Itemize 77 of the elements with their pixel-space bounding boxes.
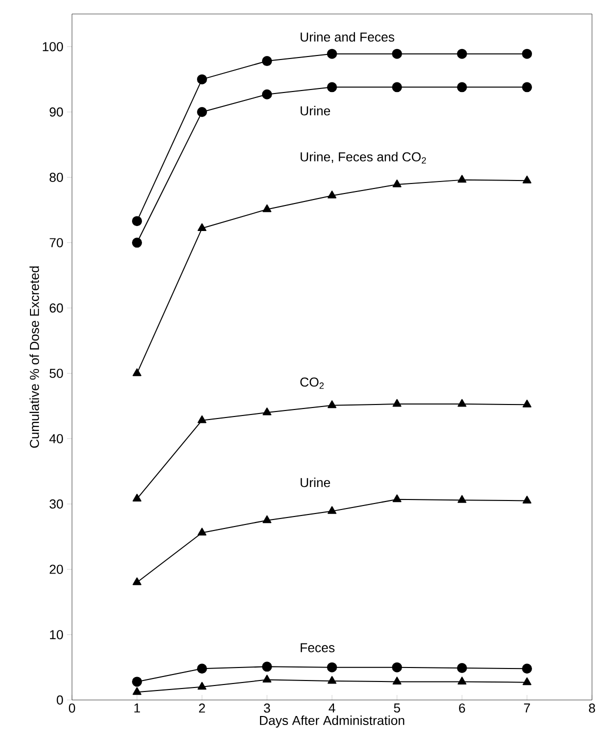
point	[457, 48, 467, 59]
point	[132, 494, 142, 502]
y-tick-label: 90	[50, 107, 63, 117]
point	[392, 180, 402, 188]
series-label: Feces	[300, 643, 335, 652]
series-label: Urine	[300, 106, 330, 116]
point	[198, 682, 206, 690]
x-tick-label: 3	[264, 704, 270, 713]
x-tick-label: 2	[199, 704, 205, 713]
x-tick-label: 6	[459, 704, 466, 713]
y-tick-label: 20	[50, 564, 63, 574]
point	[132, 687, 142, 695]
point	[522, 176, 532, 184]
point	[522, 82, 532, 92]
point	[198, 528, 206, 536]
point	[132, 676, 142, 687]
series-label: Urine, Feces and CO$_{2}$	[300, 152, 426, 164]
point	[458, 495, 466, 503]
point	[198, 415, 206, 424]
point	[392, 399, 402, 407]
point	[522, 677, 532, 686]
point	[132, 216, 142, 226]
point	[392, 82, 402, 92]
point	[457, 82, 467, 92]
y-tick-label: 50	[50, 368, 63, 378]
point	[328, 506, 336, 514]
point	[327, 48, 337, 59]
point	[197, 664, 207, 674]
point	[262, 515, 272, 524]
y-tick-label: 80	[50, 172, 63, 182]
point	[328, 400, 336, 408]
point	[392, 662, 402, 672]
point	[392, 676, 402, 684]
point	[327, 82, 337, 92]
point	[328, 676, 336, 684]
point	[522, 496, 532, 504]
series-label: Urine and Feces	[300, 32, 394, 42]
point	[262, 56, 272, 66]
x-tick-label: 7	[524, 704, 530, 712]
point	[262, 204, 272, 212]
point	[458, 174, 466, 183]
x-tick-label: 8	[588, 704, 596, 713]
y-tick-label: 0	[56, 695, 63, 705]
y-tick-label: 100	[42, 42, 63, 52]
x-axis-title: Days After Administration	[260, 716, 404, 728]
x-tick-label: 1	[134, 704, 140, 712]
point	[262, 408, 272, 416]
point	[522, 400, 532, 408]
point	[262, 662, 272, 672]
point	[132, 577, 142, 586]
y-axis-title: Cumulative % of Dose Excreted	[30, 266, 40, 448]
series-label: Urine	[300, 478, 330, 488]
point	[522, 48, 532, 59]
point	[262, 89, 272, 100]
point	[262, 674, 272, 682]
y-tick-label: 40	[49, 434, 63, 444]
point	[197, 74, 207, 84]
point	[197, 106, 207, 117]
point	[392, 48, 402, 59]
x-tick-label: 0	[68, 704, 76, 713]
point	[132, 368, 142, 376]
x-tick-label: 5	[394, 704, 400, 713]
point	[457, 662, 467, 673]
point	[132, 238, 142, 248]
point	[198, 223, 206, 232]
point	[392, 494, 402, 502]
y-tick-label: 60	[50, 303, 63, 313]
y-tick-label: 70	[50, 238, 63, 248]
y-tick-label: 30	[50, 499, 63, 509]
y-tick-label: 10	[50, 630, 63, 640]
series-label: CO$_{2}$	[300, 377, 324, 389]
point	[327, 662, 337, 672]
point	[458, 676, 466, 684]
point	[328, 190, 336, 198]
point	[458, 399, 466, 407]
x-tick-label: 4	[328, 704, 336, 712]
point	[522, 664, 532, 674]
